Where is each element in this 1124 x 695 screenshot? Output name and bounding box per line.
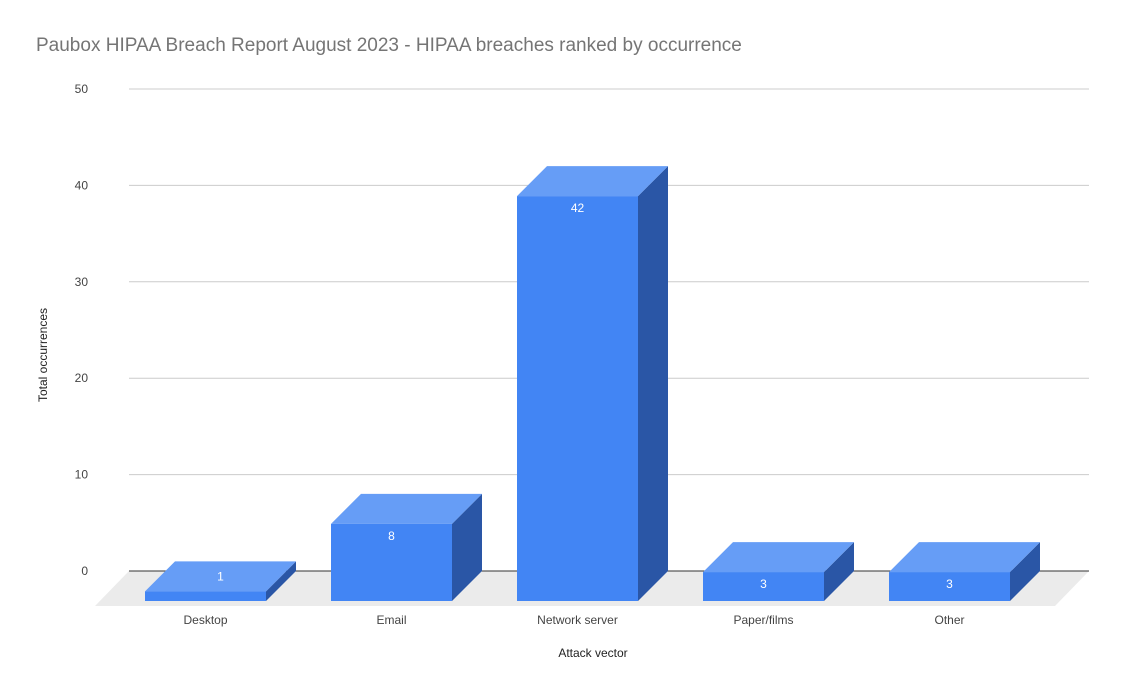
chart-title: Paubox HIPAA Breach Report August 2023 -… [36,35,742,56]
bar-value-label: 3 [946,577,953,591]
y-tick-label: 10 [75,468,89,482]
bar-value-label: 3 [760,577,767,591]
y-tick-label: 30 [75,275,89,289]
x-tick-label: Other [934,613,964,627]
bar: 1 [145,561,296,601]
bar: 8 [331,493,482,601]
bar-front [331,523,452,601]
bar-front [889,572,1010,601]
x-tick-label: Desktop [183,613,227,627]
bar-value-label: 8 [388,529,395,543]
bar-top [517,166,668,197]
bar: 42 [517,166,668,601]
bar-front [145,591,266,601]
x-tick-label: Paper/films [733,613,793,627]
y-tick-label: 20 [75,371,89,385]
bar-front [517,196,638,601]
bar: 3 [889,542,1040,601]
bar-top [331,493,482,524]
bar-side [452,493,482,601]
bar-front [703,572,824,601]
bar-top [889,542,1040,573]
bar-side [638,166,668,601]
bar-side [824,542,854,601]
x-tick-label: Network server [537,613,618,627]
y-axis-title: Total occurrences [36,308,50,402]
y-tick-label: 0 [81,564,88,578]
bar-side [266,561,296,601]
bar-value-label: 42 [571,201,585,215]
x-axis-title: Attack vector [558,646,627,660]
bar-value-label: 1 [217,569,224,583]
x-tick-label: Email [376,613,406,627]
y-tick-label: 40 [75,178,89,192]
bar-top [703,542,854,573]
y-tick-label: 50 [75,82,89,96]
bar-top [145,561,296,592]
bar-side [1010,542,1040,601]
bar: 3 [703,542,854,601]
